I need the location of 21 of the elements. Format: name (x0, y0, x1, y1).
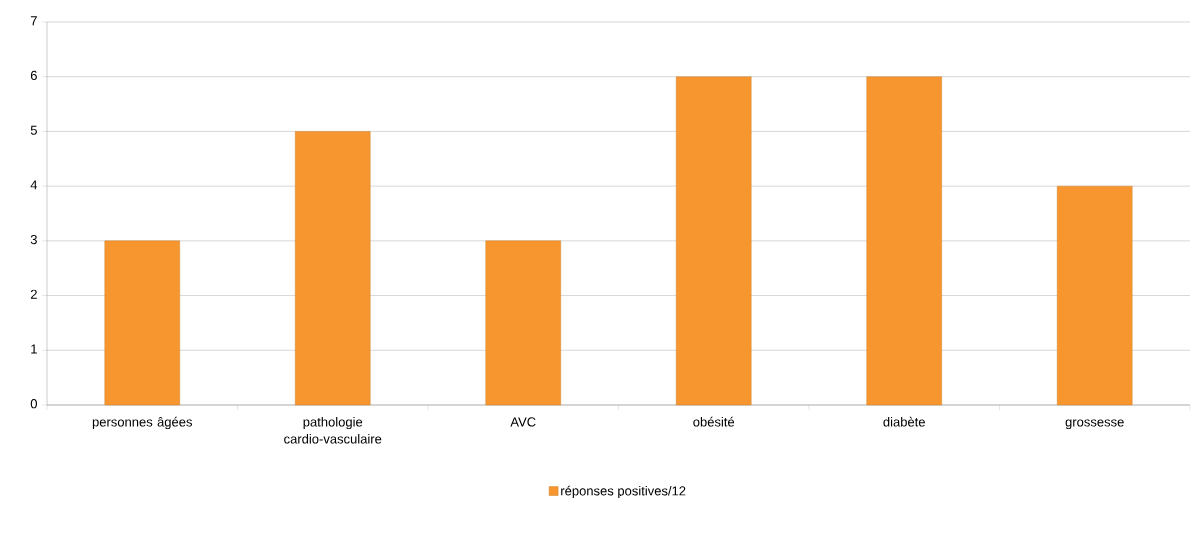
y-tick-label: 0 (30, 399, 37, 409)
y-tick-label: 5 (30, 125, 37, 135)
bar (485, 240, 561, 406)
y-tick-label: 4 (30, 180, 38, 190)
x-tick-label: obésité (693, 416, 735, 427)
legend-label: réponses positives/12 (561, 485, 686, 499)
bar (295, 131, 371, 406)
x-tick-label: pathologie cardio-vasculaire (284, 417, 382, 444)
x-tick-label: personnes âgées (92, 416, 192, 430)
x-tick-label: grossesse (1065, 419, 1124, 430)
bar (1057, 185, 1133, 406)
y-tick-label: 2 (30, 289, 37, 299)
y-tick-label: 1 (31, 344, 37, 354)
bar (104, 240, 180, 406)
x-tick-label: diabète (883, 416, 925, 427)
y-tick-label: 7 (30, 16, 37, 26)
y-tick-label: 3 (30, 234, 37, 245)
y-tick-label: 6 (30, 70, 37, 81)
bar (676, 76, 752, 406)
x-tick-label: AVC (510, 417, 536, 427)
bar (866, 76, 942, 406)
